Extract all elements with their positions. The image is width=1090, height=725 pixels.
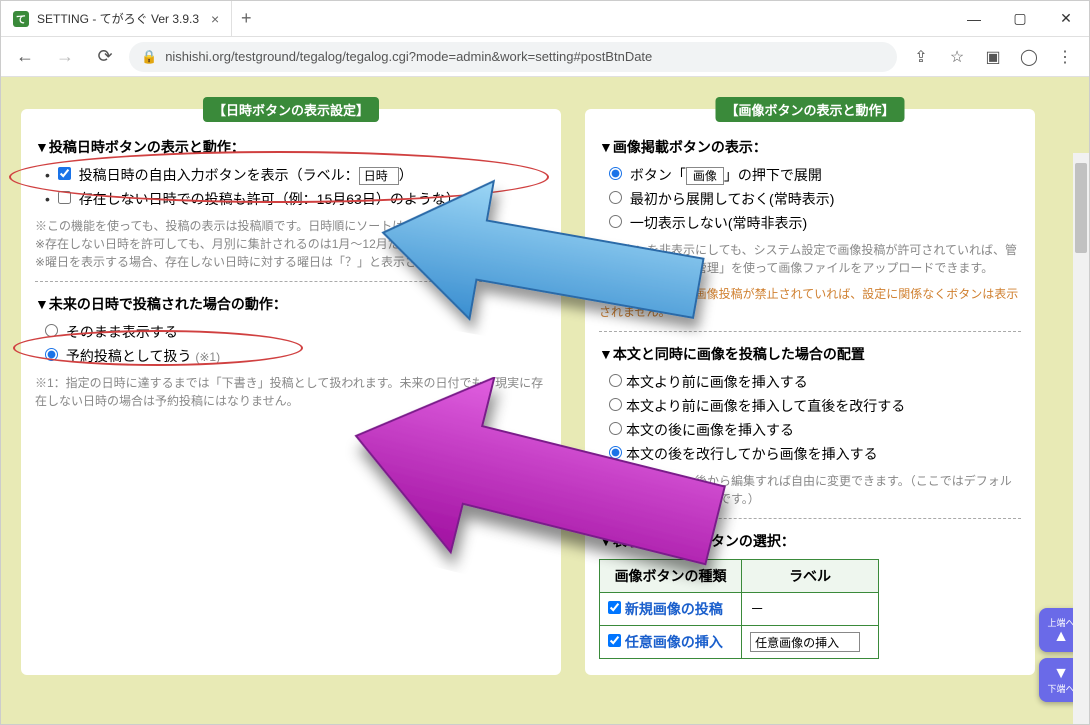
url-text: nishishi.org/testground/tegalog/tegalog.…	[165, 49, 652, 64]
radio-always-expanded[interactable]	[609, 191, 622, 204]
section-heading-image-placement: 本文と同時に画像を投稿した場合の配置	[599, 344, 1021, 364]
option-expand-on-press: ボタン「画像」の押下で展開	[609, 165, 1021, 185]
radio-scheduled-post[interactable]	[45, 348, 58, 361]
address-bar[interactable]: 🔒 nishishi.org/testground/tegalog/tegalo…	[129, 42, 897, 72]
image-settings-panel: 【画像ボタンの表示と動作】 画像掲載ボタンの表示： ボタン「画像」の押下で展開 …	[585, 109, 1035, 675]
back-button[interactable]: ←	[9, 41, 41, 73]
radio-before-body[interactable]	[609, 374, 622, 387]
triangle-up-icon: ▲	[1053, 629, 1069, 645]
lock-icon: 🔒	[141, 49, 157, 65]
table-row: 新規画像の投稿 －	[600, 593, 879, 626]
table-head-type: 画像ボタンの種類	[600, 560, 742, 593]
forward-button[interactable]: →	[49, 41, 81, 73]
window-minimize-button[interactable]: —	[951, 1, 997, 36]
option-always-hidden: 一切表示しない(常時非表示)	[609, 213, 1021, 233]
menu-icon[interactable]: ⋮	[1049, 41, 1081, 73]
share-icon[interactable]: ⇪	[905, 41, 937, 73]
option-treat-as-scheduled: 予約投稿として扱う (※1)	[45, 346, 547, 366]
table-head-label: ラベル	[742, 560, 879, 593]
input-datetime-label[interactable]	[359, 167, 399, 185]
scrollbar-thumb[interactable]	[1075, 163, 1087, 253]
reload-button[interactable]: ⟳	[89, 41, 121, 73]
extensions-icon[interactable]: ▣	[977, 41, 1009, 73]
panel-title-datetime: 【日時ボタンの表示設定】	[203, 97, 379, 122]
favicon: て	[13, 11, 29, 27]
browser-tab[interactable]: て SETTING - てがろぐ Ver 3.9.3 ×	[1, 1, 232, 36]
section-heading-image-button: 画像掲載ボタンの表示：	[599, 137, 1021, 157]
table-row: 任意画像の挿入	[600, 626, 879, 659]
tab-title: SETTING - てがろぐ Ver 3.9.3	[37, 10, 199, 27]
checkbox-new-image[interactable]	[608, 601, 621, 614]
hint-text: ※この機能を使っても、投稿の表示は投稿順です。日時順にソートはされません。 ※存…	[35, 217, 547, 271]
checkbox-any-image[interactable]	[608, 634, 621, 647]
panel-title-image: 【画像ボタンの表示と動作】	[715, 97, 904, 122]
option-allow-invalid-date: 存在しない日時での投稿も許可（例：15月63日）のような）	[45, 189, 547, 209]
radio-after-body-br[interactable]	[609, 446, 622, 459]
checkbox-show-datetime[interactable]	[58, 167, 71, 180]
window-close-button[interactable]: ✕	[1043, 1, 1089, 36]
browser-titlebar: て SETTING - てがろぐ Ver 3.9.3 × + — ▢ ✕	[1, 1, 1089, 37]
radio-before-body-br[interactable]	[609, 398, 622, 411]
radio-after-body[interactable]	[609, 422, 622, 435]
option-display-as-is: そのまま表示する	[45, 322, 547, 342]
checkbox-allow-invalid-date[interactable]	[58, 191, 71, 204]
new-tab-button[interactable]: +	[232, 1, 260, 36]
section-heading-future-date: 未来の日時で投稿された場合の動作：	[35, 294, 547, 314]
page-content: 【日時ボタンの表示設定】 投稿日時ボタンの表示と動作： 投稿日時の自由入力ボタン…	[1, 77, 1089, 724]
hint-text-image1: ※ボタンを非表示にしても、システム設定で画像投稿が許可されていれば、管理画面の「…	[599, 241, 1021, 277]
image-button-table: 画像ボタンの種類 ラベル 新規画像の投稿 － 任意画像の挿入	[599, 559, 879, 659]
option-show-datetime-button: 投稿日時の自由入力ボタンを表示（ラベル：）	[45, 165, 547, 185]
window-maximize-button[interactable]: ▢	[997, 1, 1043, 36]
profile-icon[interactable]: ◯	[1013, 41, 1045, 73]
hint-text-scheduled: ※1：指定の日時に達するまでは「下書き」投稿として扱われます。未来の日付でも、現…	[35, 374, 547, 410]
hint-text-image2: ※システム設定で画像投稿が禁止されていれば、設定に関係なくボタンは表示されません…	[599, 285, 1021, 321]
close-tab-icon[interactable]: ×	[211, 11, 219, 27]
input-any-image-label[interactable]	[750, 632, 860, 652]
radio-display-as-is[interactable]	[45, 324, 58, 337]
image-button-sample: 画像	[686, 167, 724, 185]
datetime-settings-panel: 【日時ボタンの表示設定】 投稿日時ボタンの表示と動作： 投稿日時の自由入力ボタン…	[21, 109, 561, 675]
radio-expand-on-press[interactable]	[609, 167, 622, 180]
section-heading-datetime-button: 投稿日時ボタンの表示と動作：	[35, 137, 547, 157]
section-heading-image-button-select: 表示する画像ボタンの選択：	[599, 531, 1021, 551]
address-bar-row: ← → ⟳ 🔒 nishishi.org/testground/tegalog/…	[1, 37, 1089, 77]
bookmark-icon[interactable]: ☆	[941, 41, 973, 73]
vertical-scrollbar[interactable]	[1073, 153, 1089, 724]
hint-text-placement: ※画像の配置は、後から編集すれば自由に変更できます。（ここではデフォルトの配置を…	[599, 472, 1021, 508]
radio-always-hidden[interactable]	[609, 215, 622, 228]
triangle-down-icon: ▼	[1053, 666, 1069, 682]
option-always-expanded: 最初から展開しておく(常時表示)	[609, 189, 1021, 209]
